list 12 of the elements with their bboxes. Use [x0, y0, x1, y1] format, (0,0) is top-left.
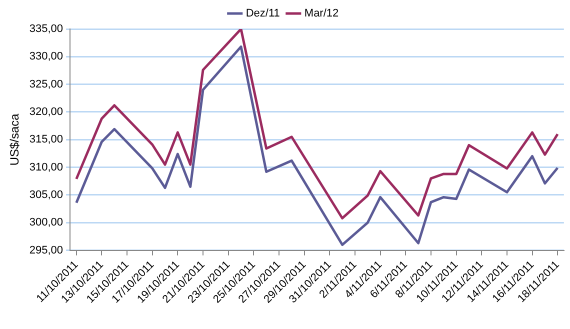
y-tick-label: 295,00	[29, 244, 64, 256]
y-tick-label: 305,00	[29, 189, 64, 202]
y-axis-title: US$/saca	[8, 113, 22, 166]
legend-label: Mar/12	[304, 8, 339, 20]
y-tick-label: 330,00	[29, 50, 64, 63]
y-tick-label: 310,00	[29, 161, 64, 174]
y-tick-label: 325,00	[29, 78, 64, 90]
y-tick-label: 320,00	[29, 106, 64, 118]
y-tick-label: 335,00	[29, 23, 64, 36]
legend-label: Dez/11	[246, 8, 280, 20]
y-tick-label: 315,00	[29, 134, 64, 146]
y-tick-label: 300,00	[29, 216, 64, 229]
